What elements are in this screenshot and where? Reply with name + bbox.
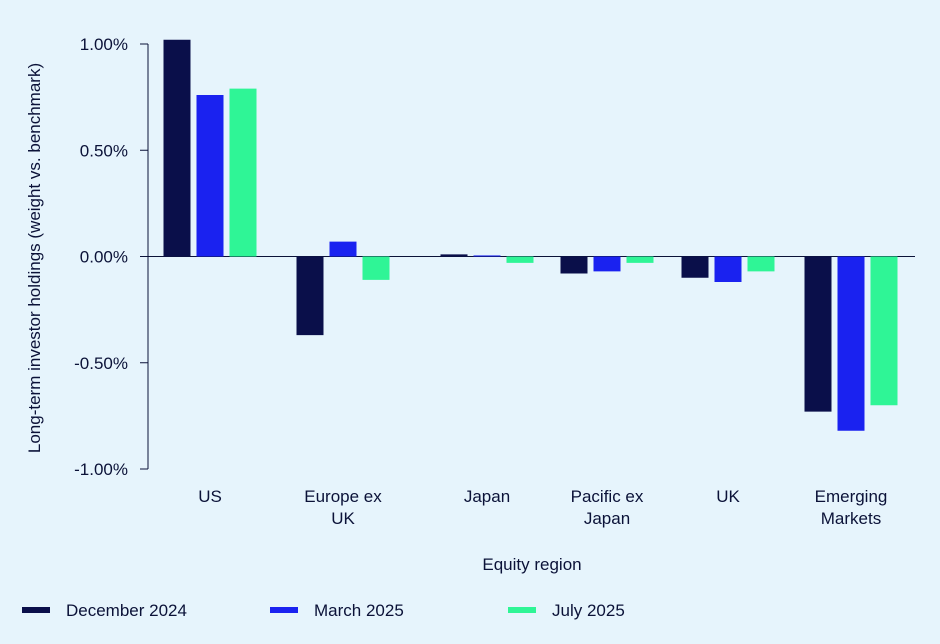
- x-tick-label: Markets: [821, 509, 881, 528]
- bar: [747, 256, 775, 272]
- x-tick-label: Pacific ex: [571, 487, 644, 506]
- legend-swatch: [22, 607, 50, 613]
- bar: [196, 95, 224, 257]
- bar: [560, 256, 588, 274]
- x-tick-label: Japan: [584, 509, 630, 528]
- y-axis-ticks: 1.00% 0.50% 0.00% -0.50% -1.00%: [74, 35, 148, 479]
- legend-swatch: [270, 607, 298, 613]
- bar: [229, 88, 257, 257]
- x-axis-label: Equity region: [482, 555, 581, 574]
- bar: [714, 256, 742, 282]
- bar: [440, 254, 468, 257]
- x-tick-label: UK: [331, 509, 355, 528]
- bar: [626, 256, 654, 263]
- x-tick-label: Emerging: [815, 487, 888, 506]
- bar: [329, 241, 357, 257]
- y-axis-label: Long-term investor holdings (weight vs. …: [25, 63, 44, 453]
- x-tick-label: US: [198, 487, 222, 506]
- bar: [473, 255, 501, 257]
- bar: [163, 39, 191, 257]
- y-tick-label: -0.50%: [74, 354, 128, 373]
- bar: [506, 256, 534, 263]
- bar: [837, 256, 865, 431]
- legend-label: July 2025: [552, 601, 625, 620]
- bar: [296, 256, 324, 336]
- x-tick-label: Japan: [464, 487, 510, 506]
- legend-label: December 2024: [66, 601, 187, 620]
- y-tick-label: 0.00%: [80, 248, 128, 267]
- x-tick-label: UK: [716, 487, 740, 506]
- legend-swatch: [508, 607, 536, 613]
- legend: December 2024 March 2025 July 2025: [22, 601, 625, 620]
- bar: [362, 256, 390, 280]
- x-tick-label: Europe ex: [304, 487, 382, 506]
- bar: [870, 256, 898, 406]
- y-tick-label: 0.50%: [80, 141, 128, 160]
- bar: [593, 256, 621, 272]
- y-tick-label: 1.00%: [80, 35, 128, 54]
- bar: [804, 256, 832, 412]
- bar: [681, 256, 709, 278]
- bars: [163, 39, 898, 431]
- y-tick-label: -1.00%: [74, 460, 128, 479]
- category-labels: US Europe ex UK Japan Pacific ex Japan UK Emerg…: [198, 487, 887, 528]
- legend-label: March 2025: [314, 601, 404, 620]
